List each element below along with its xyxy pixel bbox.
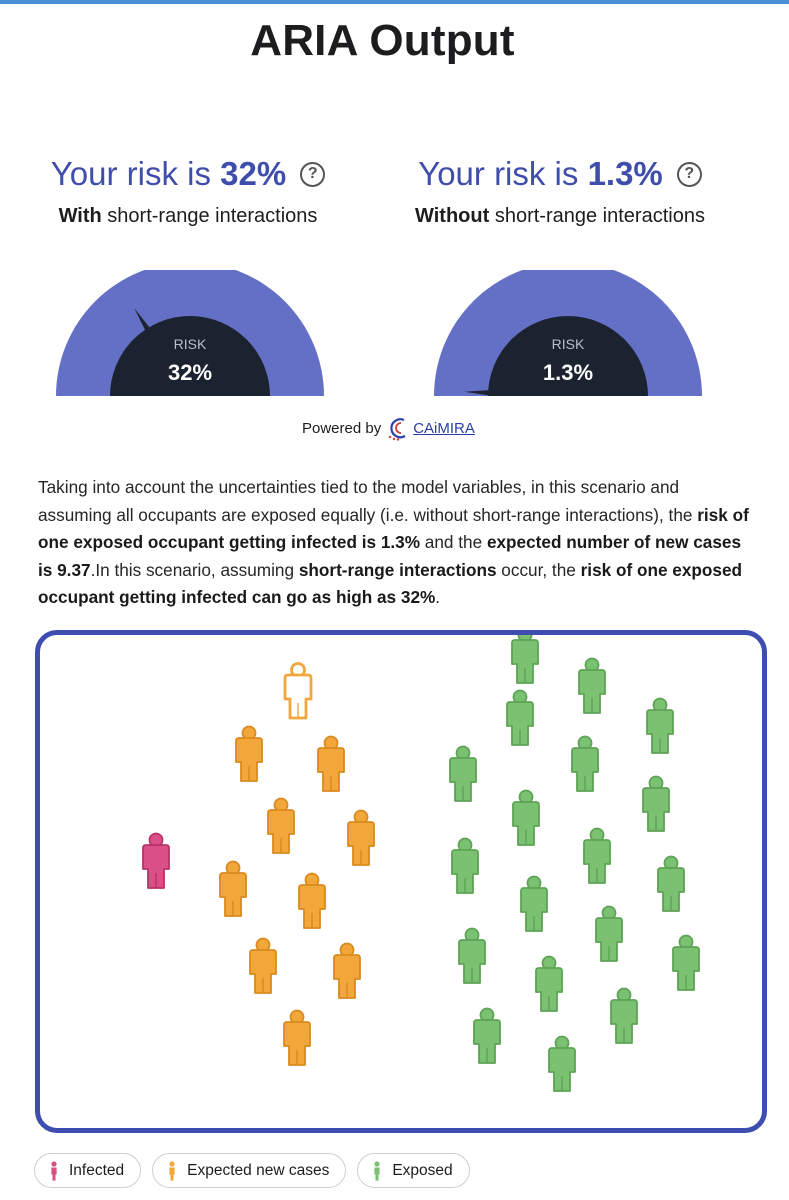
expected-person-icon <box>283 1009 311 1066</box>
caimira-logo-icon <box>389 418 406 441</box>
caimira-link[interactable]: CAiMIRA <box>413 419 475 437</box>
exposed-person-icon <box>506 689 534 746</box>
risk-subtitle-with: With short-range interactions <box>58 205 318 227</box>
expected-person-icon <box>298 872 326 929</box>
infected-person-icon <box>142 832 170 889</box>
exposed-person-icon <box>595 905 623 962</box>
exposed-person-icon <box>451 837 479 894</box>
risk-heading-with: Your risk is 32% ? <box>50 155 326 193</box>
risk-panel-without-short-range: Your risk is 1.3% ? Without short-range … <box>380 155 740 228</box>
gauge-label: RISK <box>552 336 585 352</box>
legend-expected-new-cases: Expected new cases <box>152 1153 347 1188</box>
expected-person-icon <box>267 797 295 854</box>
expected-person-icon <box>219 860 247 917</box>
top-accent-bar <box>0 0 789 4</box>
exposed-person-icon <box>449 745 477 802</box>
expected-person-icon <box>317 735 345 792</box>
exposed-person-icon <box>646 697 674 754</box>
exposed-person-icon <box>672 934 700 991</box>
powered-by: Powered by CAiMIRA <box>302 415 475 441</box>
gauge-center <box>488 316 648 396</box>
exposed-person-icon <box>511 635 539 684</box>
risk-prefix: Your risk is <box>50 155 221 192</box>
infected-person-icon <box>51 1160 57 1181</box>
expected-person-icon <box>249 937 277 994</box>
legend-exposed: Exposed <box>357 1153 470 1188</box>
partial-expected-person-icon <box>283 662 313 720</box>
expected-person-icon <box>347 809 375 866</box>
exposed-person-icon <box>520 875 548 932</box>
powered-by-text: Powered by <box>302 419 382 437</box>
risk-value: 32% <box>220 155 287 192</box>
exposed-person-icon <box>473 1007 501 1064</box>
risk-panel-with-short-range: Your risk is 32% ? With short-range inte… <box>8 155 368 228</box>
expected-person-icon <box>333 942 361 999</box>
exposed-person-icon <box>512 789 540 846</box>
risk-summary-paragraph: Taking into account the uncertainties ti… <box>38 477 749 607</box>
occupants-visualization <box>35 630 767 1133</box>
legend-infected: Infected <box>34 1153 142 1188</box>
legend: Infected Expected new cases Exposed <box>34 1153 470 1188</box>
exposed-person-icon <box>571 735 599 792</box>
page-title: ARIA Output <box>250 16 515 65</box>
gauge-value: 32% <box>168 360 212 385</box>
exposed-person-icon <box>642 775 670 832</box>
risk-heading-without: Your risk is 1.3% ? <box>418 155 702 193</box>
risk-prefix: Your risk is <box>418 155 588 192</box>
exposed-person-icon <box>458 927 486 984</box>
exposed-person-icon <box>657 855 685 912</box>
expected-person-icon <box>169 1160 175 1181</box>
exposed-person-icon <box>578 657 606 714</box>
exposed-person-icon <box>535 955 563 1012</box>
exposed-person-icon <box>583 827 611 884</box>
exposed-person-icon <box>610 987 638 1044</box>
help-icon[interactable]: ? <box>676 161 702 187</box>
risk-gauge-without: RISK 1.3% <box>434 270 702 396</box>
gauge-center <box>110 316 270 396</box>
risk-value: 1.3% <box>587 155 663 192</box>
gauge-value: 1.3% <box>543 360 593 385</box>
expected-person-icon <box>235 725 263 782</box>
risk-gauge-with: RISK 32% <box>56 270 324 396</box>
exposed-person-icon <box>548 1035 576 1092</box>
help-icon[interactable]: ? <box>300 161 326 187</box>
gauge-label: RISK <box>174 336 207 352</box>
exposed-person-icon <box>374 1160 380 1181</box>
risk-subtitle-without: Without short-range interactions <box>415 205 705 227</box>
